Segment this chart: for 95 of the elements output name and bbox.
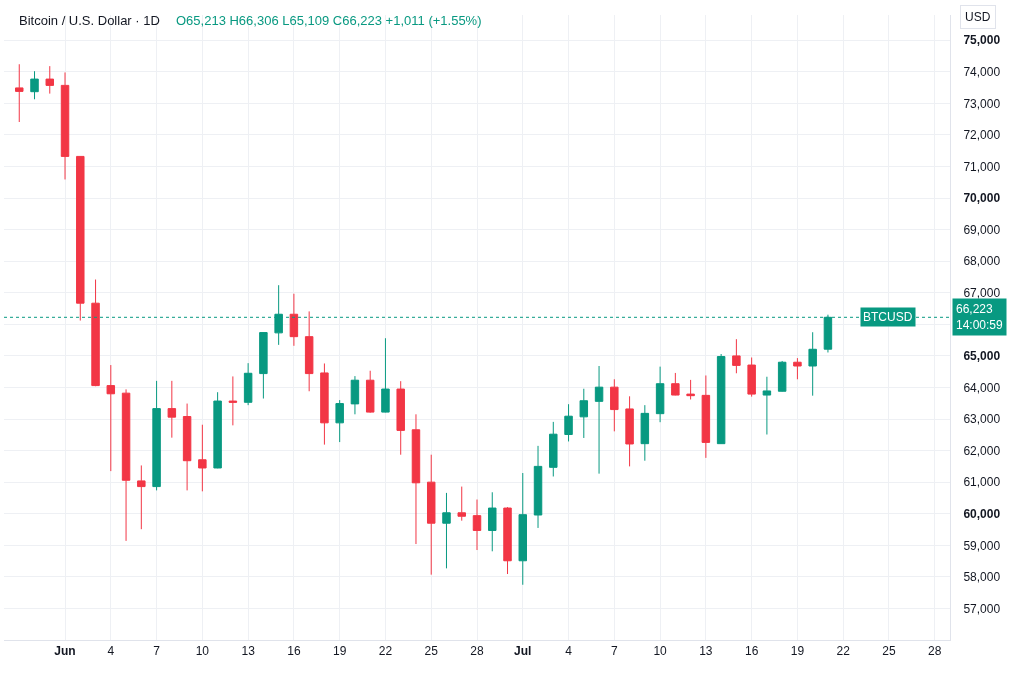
candlestick: [503, 506, 512, 575]
candlestick: [518, 472, 528, 586]
candlestick: [716, 353, 726, 445]
candlestick: [60, 71, 70, 180]
candlestick: [365, 370, 375, 414]
x-tick-label: 22: [378, 644, 393, 659]
candlestick: [121, 388, 131, 542]
candlestick: [30, 70, 39, 100]
y-tick-label: 70,000: [963, 191, 1001, 206]
x-tick-label: 7: [610, 644, 618, 659]
candlestick: [686, 379, 695, 400]
candlestick: [579, 388, 589, 439]
candlestick: [182, 403, 192, 491]
candlestick: [488, 491, 497, 552]
y-tick-label: 65,000: [963, 349, 1001, 364]
candlestick: [15, 63, 24, 123]
x-tick-label: 28: [928, 644, 942, 659]
candlestick: [640, 404, 650, 462]
candlestick: [243, 362, 253, 406]
y-tick-label: 62,000: [963, 443, 1001, 458]
text: 66,223 14:00:59: [956, 302, 1004, 332]
candlestick: [457, 486, 466, 522]
x-tick-label: 10: [653, 644, 668, 659]
candlestick: [808, 331, 817, 397]
candlestick: [320, 362, 329, 446]
candlestick: [732, 338, 741, 374]
y-tick-label: 67,000: [963, 285, 1001, 300]
x-tick-label: 19: [333, 644, 347, 659]
candlestick: [533, 445, 543, 529]
candlestick: [289, 293, 299, 347]
x-tick-label: 28: [470, 644, 484, 659]
y-tick-label: 74,000: [963, 65, 1001, 80]
candlestick: [304, 310, 314, 392]
candlestick: [76, 155, 85, 322]
x-tick-label: 4: [107, 644, 115, 659]
candlestick: [350, 375, 360, 415]
y-tick-label: 61,000: [963, 475, 1001, 490]
candlestick: [472, 499, 482, 551]
x-tick-label: Jul: [514, 644, 532, 659]
y-tick-label: 57,000: [963, 601, 1001, 616]
y-tick-label: 73,000: [963, 96, 1001, 111]
candlestick: [411, 413, 421, 545]
x-tick-label: 7: [153, 644, 161, 659]
candlestick: [655, 366, 665, 423]
y-tick-label: 71,000: [963, 159, 1001, 174]
candlestick: [167, 380, 177, 439]
candlestick: [213, 391, 222, 469]
candlestick: [152, 380, 161, 491]
x-tick-label: 22: [836, 644, 851, 659]
candlestick: [442, 492, 451, 569]
candlestick: [137, 464, 146, 530]
candlestick: [564, 403, 573, 442]
y-tick-label: 69,000: [963, 222, 1001, 237]
x-tick-label: 16: [744, 644, 759, 659]
candlestick: [594, 365, 604, 475]
x-tick-label: 10: [195, 644, 210, 659]
y-tick-label: 58,000: [963, 570, 1001, 585]
candlestick: [747, 356, 756, 398]
x-tick-label: 13: [241, 644, 256, 659]
y-tick-label: 63,000: [963, 412, 1001, 427]
x-tick-label: Jun: [54, 644, 76, 659]
y-tick-label: 59,000: [963, 538, 1001, 553]
candlestick: [259, 332, 268, 400]
candlestick: [777, 360, 787, 393]
candlestick: [762, 376, 772, 436]
x-tick-label: 25: [882, 644, 896, 659]
candlestick: [793, 357, 802, 380]
y-tick-label: 64,000: [963, 380, 1001, 395]
y-tick-label: 60,000: [963, 506, 1001, 521]
x-tick-label: 19: [790, 644, 805, 659]
y-tick-label: 72,000: [963, 128, 1001, 143]
x-tick-label: 16: [287, 644, 301, 659]
y-tick-label: 68,000: [963, 254, 1001, 269]
y-tick-label: 75,000: [963, 33, 1001, 48]
y-axis-title: USD: [965, 10, 991, 24]
chart-title: Bitcoin / U.S. Dollar · 1D: [19, 13, 160, 28]
candlestick: [335, 399, 344, 443]
candlestick: [198, 424, 207, 492]
candlestick: [106, 364, 116, 472]
candlestick: [610, 378, 619, 432]
x-tick-label: 13: [699, 644, 713, 659]
ref-line-label: BTCUSD: [863, 310, 913, 324]
candlestick: [625, 395, 634, 467]
candlestick: [228, 375, 238, 426]
candlestick: [701, 374, 711, 459]
x-tick-label: 25: [424, 644, 439, 659]
candlestick: [671, 372, 680, 396]
candlestick: [381, 337, 390, 413]
candlestick: [549, 421, 558, 477]
chart-subtitle: O65,213 H66,306 L65,109 C66,223 +1,011 (+1.55%): [176, 13, 482, 28]
candlestick: [91, 279, 100, 387]
candlestick: [426, 454, 436, 576]
x-tick-label: 4: [565, 644, 573, 659]
candlestick: [396, 380, 405, 456]
candlestick: [45, 65, 55, 95]
